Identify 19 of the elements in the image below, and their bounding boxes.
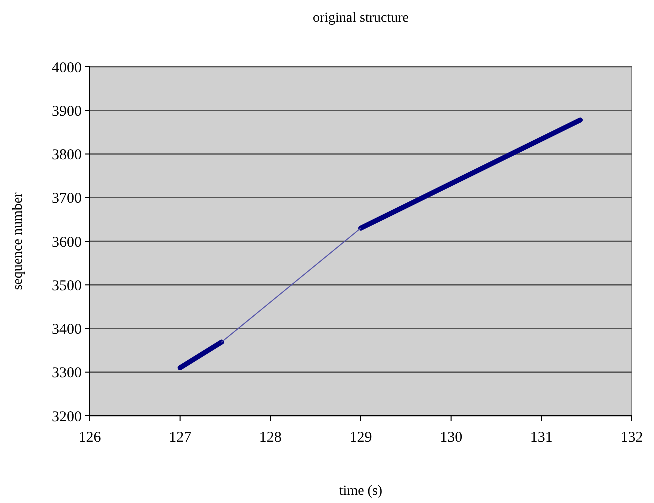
y-tick-label: 3500 [52,278,82,294]
y-tick-label: 3300 [52,366,82,382]
y-tick-label: 3800 [52,148,82,164]
x-axis-title: time (s) [339,484,383,499]
y-tick-label: 3700 [52,191,82,208]
x-tick-label: 129 [350,430,372,446]
y-axis-title: sequence number [11,192,26,290]
x-tick-label: 130 [440,430,463,446]
x-tick-label: 127 [169,430,192,446]
x-tick-label: 128 [259,430,282,446]
x-tick-label: 131 [530,430,553,446]
chart-title: original structure [312,11,410,26]
y-tick-label: 3400 [52,322,82,338]
x-tick-label: 126 [78,430,102,446]
y-tick-label: 3900 [52,104,82,120]
y-tick-label: 3600 [52,234,82,251]
x-tick-label: 132 [620,430,644,446]
y-tick-label: 3200 [52,409,82,426]
y-tick-label: 4000 [52,60,82,76]
